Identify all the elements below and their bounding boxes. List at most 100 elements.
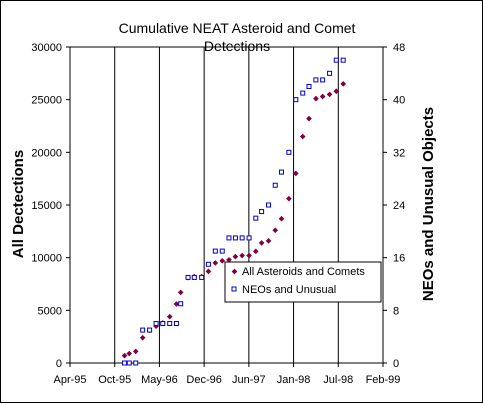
data-point-neo — [147, 327, 153, 333]
right-axis: 0 8 16 24 32 40 48 — [383, 42, 405, 370]
data-point-all — [313, 95, 319, 102]
y2-tick-label: 8 — [393, 305, 399, 317]
plot-area — [69, 46, 384, 364]
data-point-all — [166, 313, 173, 320]
data-point-neo — [126, 360, 132, 366]
data-point-all — [252, 248, 259, 255]
y-tick-label: 10000 — [31, 253, 62, 265]
data-point-neo — [320, 77, 326, 83]
series-neos-unusual — [122, 57, 346, 366]
data-point-neo — [232, 235, 238, 241]
data-point-neo — [167, 321, 173, 326]
y2-tick-label: 16 — [393, 253, 405, 265]
data-point-neo — [278, 169, 284, 175]
data-point-neo — [272, 182, 278, 188]
y-tick-label: 20000 — [31, 147, 62, 159]
y-tick-label: 5000 — [38, 305, 62, 317]
legend: All Asteroids and Comets NEOs and Unusua… — [224, 261, 382, 303]
x-tick-label: May-96 — [141, 374, 178, 386]
x-tick-label: Jun-97 — [232, 374, 266, 386]
data-point-all — [333, 88, 340, 95]
data-point-all — [319, 93, 326, 100]
series-all-asteroids-comets — [121, 81, 347, 359]
data-point-all — [121, 352, 128, 359]
y2-tick-label: 48 — [393, 42, 405, 54]
y2-tick-label: 40 — [393, 95, 405, 107]
legend-label-neo: NEOs and Unusual — [242, 284, 336, 296]
legend-marker-neo — [231, 286, 237, 292]
data-point-neo — [306, 84, 312, 89]
data-point-all — [139, 334, 146, 341]
y2-tick-label: 24 — [393, 200, 405, 212]
data-point-all — [232, 253, 239, 260]
data-point-neo — [178, 301, 184, 307]
data-point-neo — [327, 70, 333, 76]
data-point-neo — [185, 274, 191, 280]
data-point-neo — [191, 274, 197, 280]
data-point-all — [299, 133, 306, 140]
data-point-all — [272, 227, 279, 234]
data-point-neo — [259, 209, 265, 215]
x-tick-label: Jul-98 — [323, 374, 353, 386]
legend-box — [224, 261, 382, 303]
data-point-neo — [212, 248, 218, 254]
data-point-neo — [122, 360, 128, 366]
data-point-neo — [266, 202, 272, 208]
legend-marker-all — [231, 268, 238, 275]
x-tick-label: Apr-95 — [53, 374, 86, 386]
data-point-neo — [333, 57, 339, 63]
data-point-neo — [246, 235, 252, 241]
y2-tick-label: 0 — [393, 358, 399, 370]
data-point-neo — [173, 321, 179, 326]
left-axis: 0 5000 10000 15000 20000 25000 30000 — [31, 42, 70, 370]
data-point-neo — [286, 149, 292, 155]
x-tick-label: Feb-99 — [366, 374, 401, 386]
data-point-all — [306, 115, 312, 122]
data-point-all — [219, 257, 226, 264]
data-point-neo — [293, 97, 299, 103]
y-tick-label: 0 — [56, 358, 62, 370]
y2-axis-title: NEOs and Unusual Objects — [420, 107, 437, 301]
data-point-neo — [205, 261, 211, 267]
data-point-neo — [300, 90, 306, 96]
chart-title-line-1: Cumulative NEAT Asteroid and Comet — [119, 20, 356, 36]
data-point-all — [239, 252, 245, 259]
data-point-all — [292, 170, 299, 177]
data-point-neo — [340, 57, 346, 63]
y2-tick-label: 32 — [393, 147, 405, 159]
chart-title-line-2: Detections — [204, 38, 270, 54]
data-point-all — [265, 237, 272, 244]
data-point-all — [132, 348, 139, 355]
data-point-all — [126, 350, 133, 357]
x-tick-label: Dec-96 — [186, 374, 221, 386]
y-tick-label: 30000 — [31, 42, 62, 54]
data-point-neo — [313, 77, 319, 83]
data-point-all — [212, 260, 219, 266]
y-tick-label: 15000 — [31, 200, 62, 212]
data-point-all — [286, 195, 292, 202]
data-point-all — [326, 91, 333, 98]
data-point-all — [246, 252, 252, 259]
data-point-all — [226, 256, 232, 263]
data-point-neo — [160, 321, 166, 326]
data-point-neo — [140, 327, 146, 333]
data-point-all — [278, 215, 285, 222]
x-tick-label: Oct-95 — [98, 374, 131, 386]
data-point-all — [205, 268, 212, 275]
data-point-all — [177, 289, 184, 296]
y-axis-title: All Dectections — [10, 150, 27, 258]
data-point-neo — [219, 248, 225, 254]
legend-label-all: All Asteroids and Comets — [242, 266, 365, 278]
data-point-neo — [199, 274, 205, 280]
data-point-neo — [253, 215, 259, 221]
data-series — [121, 57, 347, 366]
y-tick-label: 25000 — [31, 95, 62, 107]
data-point-neo — [133, 360, 139, 366]
data-point-all — [258, 240, 265, 246]
x-tick-label: Jan-98 — [277, 374, 311, 386]
data-point-neo — [239, 235, 245, 241]
x-axis: Apr-95 Oct-95 May-96 Dec-96 Jun-97 Jan-98 Jul-… — [53, 363, 400, 386]
data-point-all — [340, 81, 347, 87]
data-point-neo — [153, 321, 159, 326]
